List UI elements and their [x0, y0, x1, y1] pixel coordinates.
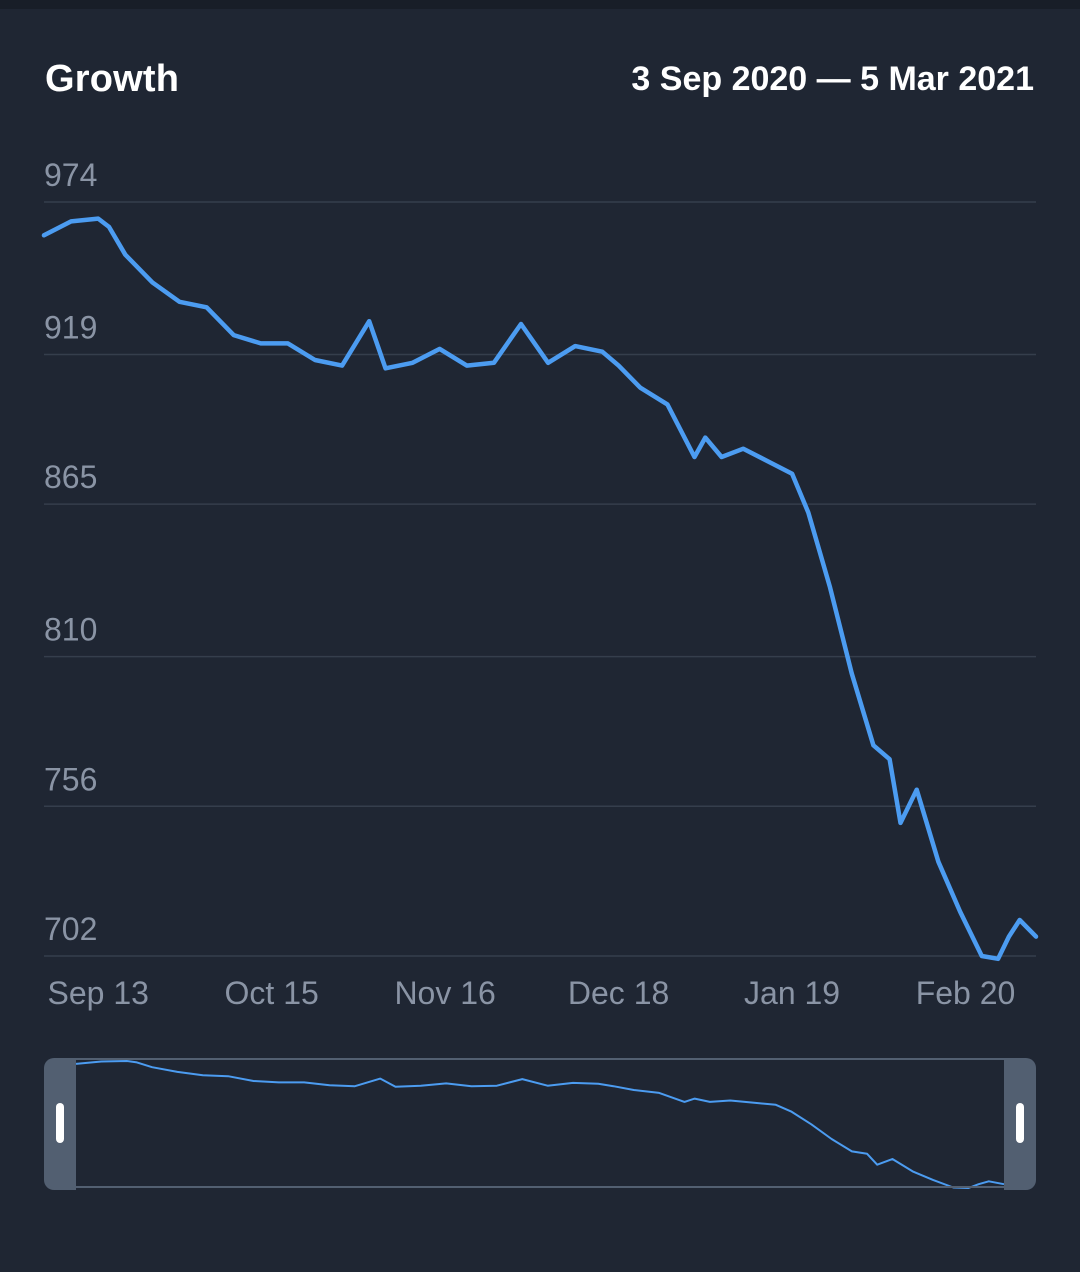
grip-icon [1016, 1103, 1024, 1143]
x-tick-label: Sep 13 [47, 975, 148, 1011]
y-tick-label: 702 [44, 911, 97, 947]
grip-icon [56, 1103, 64, 1143]
navigator-preview [75, 1060, 1005, 1189]
y-tick-label: 974 [44, 157, 97, 193]
top-strip [0, 0, 1080, 9]
x-tick-label: Jan 19 [744, 975, 840, 1011]
range-navigator[interactable] [44, 1058, 1036, 1190]
x-tick-label: Nov 16 [394, 975, 495, 1011]
date-range[interactable]: 3 Sep 2020 — 5 Mar 2021 [631, 60, 1034, 98]
chart-title: Growth [45, 58, 180, 100]
growth-line-chart: 974 919 865 810 756 702 Sep 13 Oct 15 Nov 16 Dec … [41, 157, 1039, 1011]
x-tick-label: Dec 18 [568, 975, 669, 1011]
navigator-series-line [75, 1060, 1005, 1189]
x-tick-label: Oct 15 [225, 975, 319, 1011]
y-tick-label: 865 [44, 459, 97, 495]
navigator-left-handle[interactable] [44, 1058, 76, 1190]
series-line [41, 216, 1039, 962]
navigator-right-handle[interactable] [1004, 1058, 1036, 1190]
y-tick-label: 756 [44, 761, 97, 797]
navigator-window[interactable] [76, 1058, 1004, 1188]
y-tick-label: 919 [44, 309, 97, 345]
y-tick-label: 810 [44, 612, 97, 648]
x-tick-label: Feb 20 [916, 975, 1016, 1011]
